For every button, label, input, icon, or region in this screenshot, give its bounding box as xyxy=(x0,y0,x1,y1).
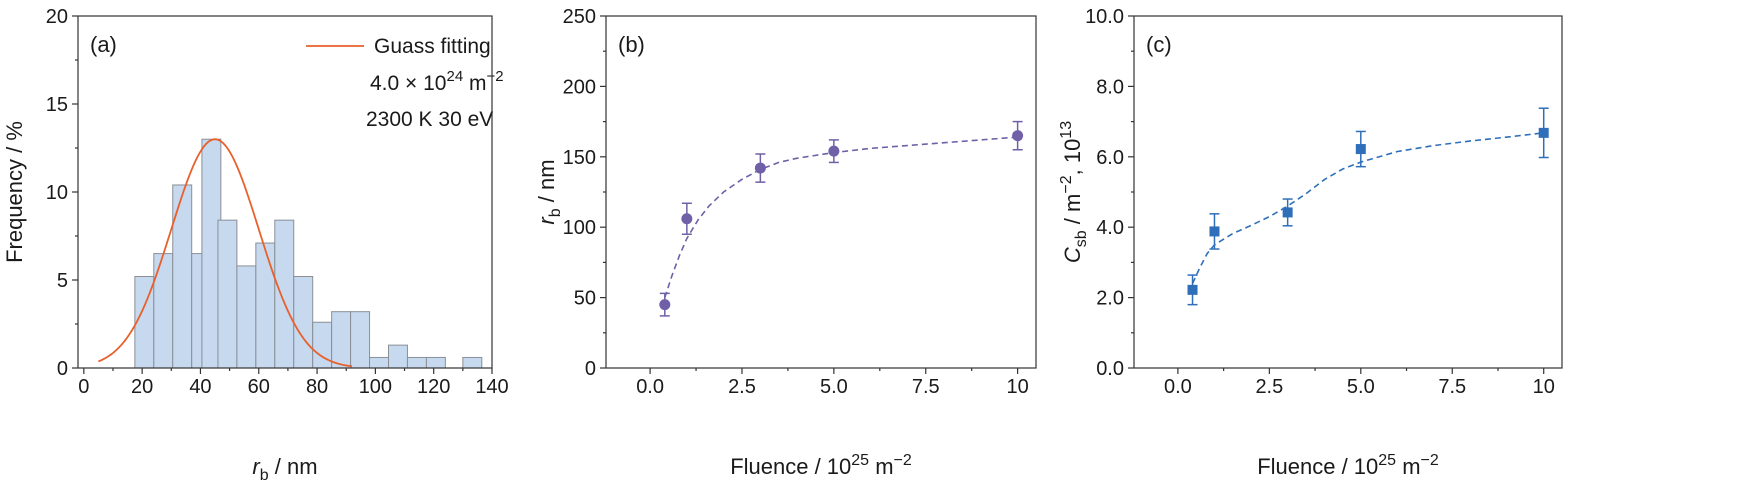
x-tick-label: 7.5 xyxy=(1438,376,1466,398)
histogram-bar xyxy=(255,242,276,369)
x-tick-label: 0.0 xyxy=(1164,376,1192,398)
x-tick-label: 140 xyxy=(475,376,508,398)
y-tick-label: 4.0 xyxy=(1096,217,1124,239)
plot-frame xyxy=(605,15,1037,369)
chart-panel-1: Guass fitting 4.0 × 1024 m−2 2300 K 30 eV 0… xyxy=(2,6,509,484)
annotation-conditions: 2300 K 30 eV xyxy=(366,108,493,131)
histogram-bar xyxy=(350,311,371,369)
histogram-bar xyxy=(236,265,257,369)
panel-label: (c) xyxy=(1146,32,1172,57)
x-tick-label: 60 xyxy=(248,376,270,398)
y-tick-label: 10 xyxy=(46,182,68,204)
y-tick-label: 0.0 xyxy=(1096,358,1124,380)
data-point xyxy=(681,213,693,225)
data-point xyxy=(1187,284,1198,295)
y-axis-title: Csb / m−2, 1013 xyxy=(1058,121,1090,263)
fit-curve xyxy=(1191,132,1544,284)
fit-curve xyxy=(664,136,1018,298)
annotation-fluence: 4.0 × 1024 m−2 xyxy=(370,68,504,95)
x-tick-label: 40 xyxy=(189,376,211,398)
data-point xyxy=(754,162,766,174)
x-axis-title: Fluence / 1025 m−2 xyxy=(730,452,912,479)
histogram-bar xyxy=(274,219,295,369)
histogram-bar xyxy=(462,356,483,369)
histogram-bar xyxy=(425,356,446,369)
y-tick-label: 15 xyxy=(46,94,68,116)
x-tick-label: 0.0 xyxy=(636,376,664,398)
x-axis-title: rb / nm xyxy=(252,454,317,484)
x-tick-label: 0 xyxy=(78,376,89,398)
y-tick-label: 6.0 xyxy=(1096,147,1124,169)
histogram-bar xyxy=(172,184,193,369)
data-point xyxy=(1538,127,1549,138)
histogram-bar xyxy=(293,275,314,369)
x-tick-label: 20 xyxy=(131,376,153,398)
y-tick-label: 5 xyxy=(57,270,68,292)
data-point xyxy=(1209,226,1220,237)
data-point xyxy=(1355,144,1366,155)
histogram-bar xyxy=(388,344,408,369)
x-tick-label: 120 xyxy=(417,376,450,398)
x-tick-label: 10 xyxy=(1533,376,1555,398)
y-tick-label: 0 xyxy=(57,358,68,380)
data-point xyxy=(1282,207,1293,218)
x-tick-label: 5.0 xyxy=(820,376,848,398)
y-tick-label: 250 xyxy=(563,6,596,28)
gauss-fit-curve xyxy=(98,138,353,368)
y-axis-title: Frequency / % xyxy=(2,121,27,263)
x-tick-label: 80 xyxy=(306,376,328,398)
x-tick-label: 7.5 xyxy=(912,376,940,398)
y-tick-label: 50 xyxy=(574,288,596,310)
histogram-bar xyxy=(369,356,389,369)
histogram-bar xyxy=(217,219,238,369)
panel-label: (b) xyxy=(618,32,645,57)
panel-label: (a) xyxy=(90,32,117,57)
histogram-bar xyxy=(406,356,427,369)
data-point xyxy=(1012,130,1024,142)
x-tick-label: 5.0 xyxy=(1347,376,1375,398)
x-tick-label: 10 xyxy=(1006,376,1028,398)
x-tick-label: 100 xyxy=(359,376,392,398)
y-tick-label: 2.0 xyxy=(1096,288,1124,310)
data-point xyxy=(828,145,840,157)
plot-frame xyxy=(1133,15,1563,369)
y-tick-label: 8.0 xyxy=(1096,76,1124,98)
y-axis-title: rb / nm xyxy=(534,159,564,224)
x-axis-title: Fluence / 1025 m−2 xyxy=(1257,452,1439,479)
y-tick-label: 0 xyxy=(585,358,596,380)
histogram-bar xyxy=(331,311,352,369)
y-tick-label: 100 xyxy=(563,217,596,239)
y-tick-label: 150 xyxy=(563,147,596,169)
chart-panel-3: 0.0 2.5 5.0 7.5 10 0.0 2.0 4.0 6.0 8.0 10.0 (c) Flue… xyxy=(1058,6,1563,479)
x-tick-label: 2.5 xyxy=(728,376,756,398)
data-point xyxy=(659,299,671,311)
y-tick-label: 200 xyxy=(563,76,596,98)
chart-panel-2: 0.0 2.5 5.0 7.5 10050100150200250(b)Fluence … xyxy=(534,6,1037,479)
y-tick-label: 10.0 xyxy=(1085,6,1124,28)
histogram-bar xyxy=(153,253,174,369)
x-tick-label: 2.5 xyxy=(1255,376,1283,398)
y-tick-label: 20 xyxy=(46,6,68,28)
legend-label: Guass fitting xyxy=(374,35,491,58)
